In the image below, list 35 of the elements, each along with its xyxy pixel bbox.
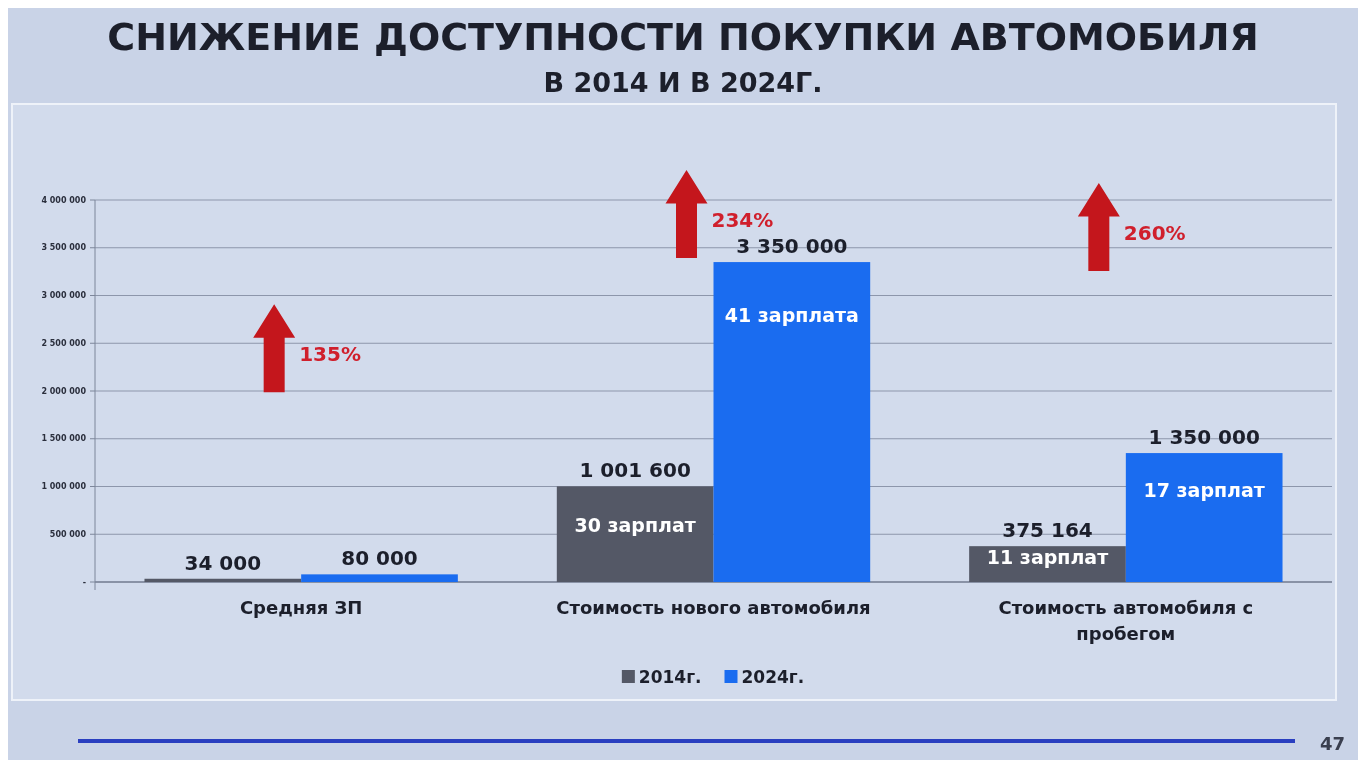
bar — [713, 262, 871, 582]
annotation: 41 зарплата — [724, 303, 859, 326]
bar — [556, 486, 714, 582]
text: 47 — [1319, 733, 1345, 754]
y-tick-label: 500 000 — [49, 529, 87, 539]
bar — [144, 578, 302, 582]
annotation: 30 зарплат — [574, 513, 696, 536]
bar — [1125, 453, 1283, 582]
annotation: 260% — [1123, 221, 1186, 246]
x-tick-label: Стоимость автомобиля с пробегом — [998, 597, 1254, 644]
y-tick-label: - — [82, 577, 86, 587]
data-label: 375 164 — [1002, 518, 1093, 543]
annotation: 17 зарплат — [1143, 479, 1265, 502]
y-tick-label: 3 500 000 — [41, 243, 87, 253]
legend-label: 2014г. — [638, 667, 702, 687]
y-tick-label: 2 500 000 — [41, 338, 87, 348]
annotation: 11 зарплат — [986, 546, 1109, 569]
x-tick-label: Средняя ЗП — [239, 597, 363, 618]
legend-label: 2024г. — [741, 667, 805, 687]
y-tick-label: 2 000 000 — [41, 386, 87, 396]
chart-title: СНИЖЕНИЕ ДОСТУПНОСТИ ПОКУПКИ АВТОМОБИЛЯ — [107, 15, 1259, 59]
data-label: 80 000 — [341, 546, 418, 571]
data-label: 3 350 000 — [736, 234, 848, 259]
annotation: 234% — [711, 208, 774, 232]
y-tick-label: 4 000 000 — [41, 195, 87, 205]
y-tick-label: 1 000 000 — [41, 482, 87, 491]
data-label: 34 000 — [184, 550, 262, 575]
chart-subtitle: В 2014 И В 2024Г. — [543, 67, 823, 98]
data-label: 1 350 000 — [1148, 425, 1260, 450]
bar — [301, 574, 458, 582]
data-label: 1 001 600 — [579, 458, 691, 483]
annotation: 135% — [299, 342, 361, 367]
y-tick-label: 3 000 000 — [41, 291, 87, 300]
x-tick-label: Стоимость нового автомобиля — [556, 597, 871, 618]
y-tick-label: 1 500 000 — [41, 434, 87, 444]
